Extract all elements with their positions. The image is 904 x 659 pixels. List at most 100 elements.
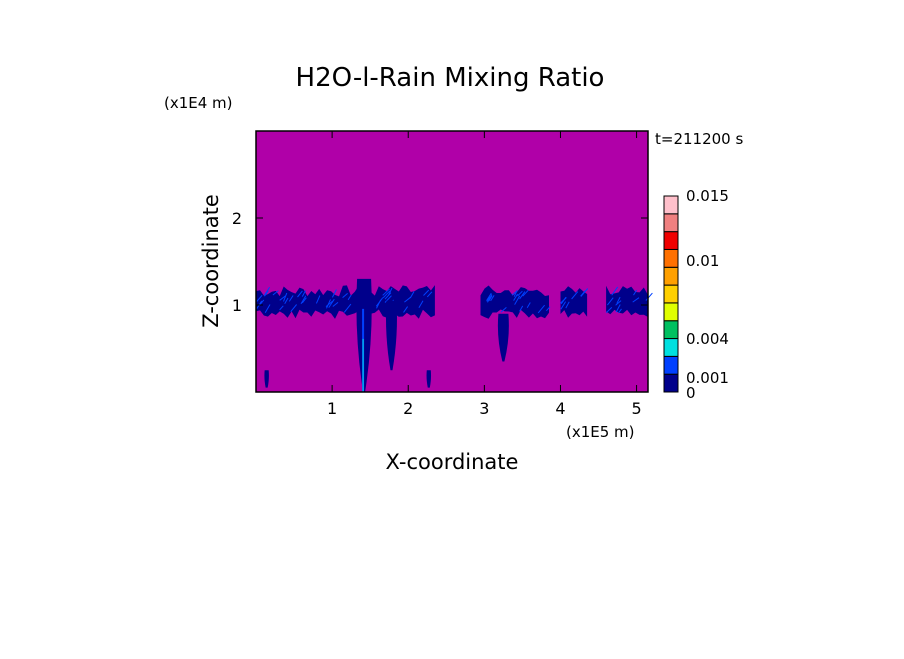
x-tick-label: 5 — [631, 399, 641, 418]
cloud-streak — [486, 292, 492, 301]
cloud-streak — [342, 293, 348, 298]
colorbar: 00.001 0.004 0.01 0.015 — [663, 187, 729, 402]
cloud-streak — [279, 305, 284, 311]
cloud-streak — [382, 290, 391, 299]
cloud-streak — [633, 289, 638, 296]
cloud-streak — [487, 294, 493, 303]
cloud-streak — [645, 292, 653, 301]
cloud-streak — [580, 288, 589, 297]
y-tick-label: 2 — [232, 209, 242, 228]
colorbar-swatch — [663, 320, 679, 340]
cloud-streak — [301, 290, 306, 297]
cloud-streak — [325, 300, 334, 307]
cloud-streak — [328, 298, 335, 308]
cloud-streak — [537, 304, 545, 314]
x-tick-label: 1 — [327, 399, 337, 418]
cloud-band-fill — [358, 285, 435, 319]
cloud-streak — [347, 294, 352, 301]
colorbar-tick-label: 0 — [686, 384, 696, 402]
cloud-streak — [272, 290, 279, 296]
cloud-streak — [297, 290, 303, 298]
axis-ticks: 1 2 3 4 5 1 2 — [232, 131, 648, 418]
rain-shaft — [385, 300, 397, 371]
cloud-streak — [565, 301, 570, 309]
y-axis-title: Z-coordinate — [199, 194, 223, 328]
colorbar-tick-label: 0.01 — [686, 252, 719, 270]
cloud-streak — [517, 290, 523, 297]
x-tick-label: 3 — [479, 399, 489, 418]
cloud-streak — [490, 295, 495, 302]
cloud-band-fill — [560, 286, 588, 318]
cloud-streak — [301, 297, 307, 304]
cloud-streak — [618, 308, 622, 314]
cloud-streak — [283, 292, 288, 302]
colorbar-swatch — [663, 373, 679, 393]
cloud-streak — [560, 296, 567, 305]
x-axis-title: X-coordinate — [386, 450, 519, 474]
rain-shaft — [264, 370, 269, 388]
rain-shaft-body — [426, 370, 432, 388]
cloud-band-fill — [606, 285, 648, 317]
cloud-streak — [615, 300, 622, 306]
cloud-streak — [384, 292, 392, 300]
cloud-streak — [264, 290, 269, 297]
cloud-streak — [560, 301, 567, 310]
colorbar-swatch — [663, 231, 679, 250]
colorbar-tick-label: 0.001 — [686, 369, 729, 387]
cloud-streak — [616, 296, 621, 304]
plot-frame — [255, 130, 649, 393]
cloud-streak — [279, 295, 287, 301]
chart-title: H2O-l-Rain Mixing Ratio — [296, 63, 605, 93]
cloud-streak — [519, 291, 526, 300]
colorbar-swatch — [663, 338, 679, 357]
cloud-streak — [486, 296, 491, 302]
cloud-streak — [511, 290, 518, 296]
cloud-streak — [426, 291, 433, 298]
cloud-streak — [288, 295, 294, 302]
plot-background — [256, 131, 648, 392]
cloud-streak — [315, 295, 321, 304]
colorbar-swatch — [663, 266, 679, 286]
cloud-streak — [513, 293, 519, 301]
cloud-streak — [343, 303, 352, 313]
time-label: t=211200 s — [655, 130, 743, 148]
colorbar-swatch — [663, 213, 679, 233]
rain-shaft — [497, 313, 509, 362]
cloud-band-fill — [256, 285, 359, 319]
rain-shaft-body — [497, 313, 509, 362]
cloud-streak — [263, 286, 271, 296]
cloud-band — [560, 286, 589, 318]
cloud-streak — [384, 295, 392, 303]
cloud-streak — [256, 294, 263, 302]
cloud-streak — [488, 295, 493, 302]
rain-shaft-body — [264, 370, 269, 388]
cloud-streak — [500, 307, 507, 313]
cloud-band — [480, 285, 551, 319]
colorbar-swatch — [663, 195, 679, 215]
cloud-streak — [290, 304, 297, 313]
cloud-band-fill — [480, 285, 549, 319]
x-tick-label: 4 — [555, 399, 565, 418]
cloud-streak — [409, 291, 415, 299]
cloud-streak — [404, 296, 412, 303]
cloud-streak — [382, 288, 390, 296]
x-tick-label: 2 — [403, 399, 413, 418]
plot-area — [255, 130, 653, 393]
cloud-streak — [264, 304, 271, 314]
cloud-streak — [300, 295, 307, 305]
y-scale-label: (x1E4 m) — [164, 94, 233, 112]
cloud-streak — [615, 304, 621, 313]
cloud-band — [256, 285, 359, 319]
cloud-streak — [326, 299, 331, 309]
cloud-streak — [632, 297, 640, 303]
cloud-streak — [514, 295, 521, 305]
cloud-streak — [526, 302, 531, 308]
rain-shaft — [426, 370, 432, 388]
colorbar-swatch — [663, 302, 679, 322]
rain-shaft-body — [385, 300, 397, 371]
y-tick-label: 1 — [232, 296, 242, 315]
cloud-streak — [611, 286, 619, 296]
colorbar-swatch — [663, 248, 679, 268]
colorbar-tick-label: 0.004 — [686, 330, 729, 348]
